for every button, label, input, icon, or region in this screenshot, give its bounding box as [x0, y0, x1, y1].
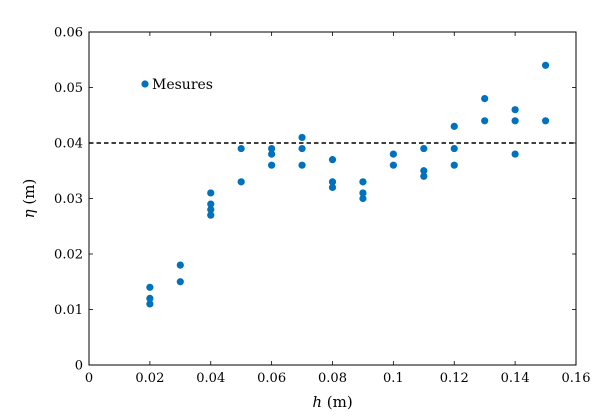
data-point	[328, 183, 337, 191]
x-tick-label: 0.04	[196, 371, 225, 386]
y-tick-label: 0.02	[54, 248, 83, 263]
data-point	[298, 133, 306, 142]
data-point	[237, 144, 245, 153]
data-point	[237, 178, 245, 186]
data-point	[389, 161, 397, 169]
data-point	[176, 261, 184, 269]
x-tick-marks: 0 0.02 0.04 0.06 0.08 0.1 0.12 0.14 0.16	[85, 32, 591, 386]
data-point	[207, 189, 215, 197]
data-points	[146, 61, 550, 308]
data-point	[511, 150, 519, 158]
data-point	[298, 144, 306, 153]
x-tick-label: 0.1	[383, 371, 404, 386]
data-point	[481, 117, 489, 125]
data-point	[420, 144, 428, 153]
legend-label: Mesures	[152, 77, 213, 93]
data-point	[420, 167, 428, 175]
x-tick-label: 0.08	[318, 371, 347, 386]
data-point	[207, 206, 215, 214]
data-point	[420, 172, 428, 180]
y-tick-label: 0	[75, 359, 83, 374]
data-point	[481, 95, 489, 103]
x-tick-label: 0.02	[135, 371, 164, 386]
data-point	[207, 211, 215, 219]
data-point	[389, 150, 397, 158]
x-tick-label: 0.12	[440, 371, 469, 386]
data-point	[511, 117, 519, 125]
data-point	[450, 122, 458, 130]
x-tick-label: 0.16	[562, 371, 591, 386]
x-axis-label: h (m)	[312, 393, 352, 411]
x-tick-label: 0.14	[501, 371, 530, 386]
y-tick-label: 0.01	[54, 303, 83, 318]
plot-frame	[88, 31, 577, 366]
y-tick-marks: 0 0.01 0.02 0.03 0.04 0.05 0.06	[54, 26, 576, 374]
data-point	[268, 150, 276, 158]
x-tick-label: 0	[85, 371, 93, 386]
x-tick-label: 0.06	[257, 371, 286, 386]
data-point	[176, 278, 184, 286]
data-point	[511, 106, 519, 114]
data-point	[450, 161, 458, 169]
y-tick-label: 0.05	[54, 81, 83, 96]
y-axis-label: η (m)	[20, 179, 38, 219]
data-point	[298, 161, 306, 169]
data-point	[328, 178, 337, 186]
legend-marker	[141, 80, 149, 88]
data-point	[207, 200, 215, 208]
data-point	[359, 178, 367, 186]
data-point	[450, 144, 458, 153]
data-point	[268, 144, 276, 153]
data-point	[359, 194, 367, 203]
data-point	[328, 156, 337, 164]
data-point	[541, 61, 550, 69]
legend: Mesures	[141, 77, 213, 93]
data-point	[146, 300, 154, 308]
data-point	[541, 117, 550, 125]
data-point	[359, 189, 367, 197]
data-point	[146, 294, 154, 302]
y-tick-label: 0.06	[54, 26, 83, 41]
y-tick-label: 0.03	[54, 192, 83, 207]
y-tick-label: 0.04	[54, 137, 83, 152]
data-point	[146, 283, 154, 291]
data-point	[268, 161, 276, 169]
